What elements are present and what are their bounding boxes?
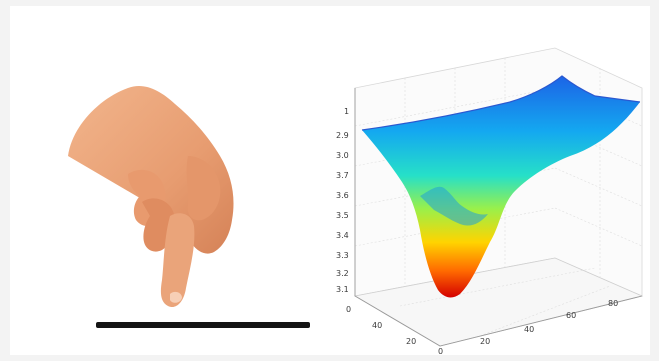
z-tick: 3.4 <box>336 231 349 240</box>
touch-surface <box>96 322 310 328</box>
z-tick: 1 <box>344 107 349 116</box>
canvas: 1 2.9 3.0 3.7 3.6 3.5 3.4 3.3 3.2 3.1 0 … <box>10 6 650 355</box>
z-tick: 0 <box>346 305 351 314</box>
z-tick: 3.2 <box>336 269 349 278</box>
x-axis-ticks: 20 40 60 80 <box>480 299 618 346</box>
surface-edge <box>361 75 641 131</box>
index-finger <box>160 213 195 308</box>
y-tick: 20 <box>406 337 416 346</box>
x-tick: 40 <box>524 325 534 334</box>
thumb <box>186 156 221 221</box>
z-tick: 3.0 <box>336 151 349 160</box>
x-tick: 80 <box>608 299 618 308</box>
z-axis-ticks: 1 2.9 3.0 3.7 3.6 3.5 3.4 3.3 3.2 3.1 0 <box>336 107 351 314</box>
z-tick: 3.6 <box>336 191 349 200</box>
y-tick: 0 <box>438 347 443 355</box>
z-tick: 3.7 <box>336 171 349 180</box>
surface-plot: 1 2.9 3.0 3.7 3.6 3.5 3.4 3.3 3.2 3.1 0 … <box>336 47 644 355</box>
y-axis-ticks: 40 20 0 <box>372 321 443 355</box>
z-tick: 2.9 <box>336 131 349 140</box>
surface-ridge <box>420 186 488 226</box>
plot-axes <box>354 88 643 347</box>
z-tick: 3.3 <box>336 251 349 260</box>
surface-mesh <box>362 76 640 298</box>
pointing-hand-illustration <box>68 85 234 308</box>
z-tick: 3.5 <box>336 211 349 220</box>
y-tick: 40 <box>372 321 382 330</box>
z-tick: 3.1 <box>336 285 349 294</box>
x-tick: 60 <box>566 311 576 320</box>
fingernail <box>170 291 182 303</box>
x-tick: 20 <box>480 337 490 346</box>
scene: 1 2.9 3.0 3.7 3.6 3.5 3.4 3.3 3.2 3.1 0 … <box>68 47 644 355</box>
